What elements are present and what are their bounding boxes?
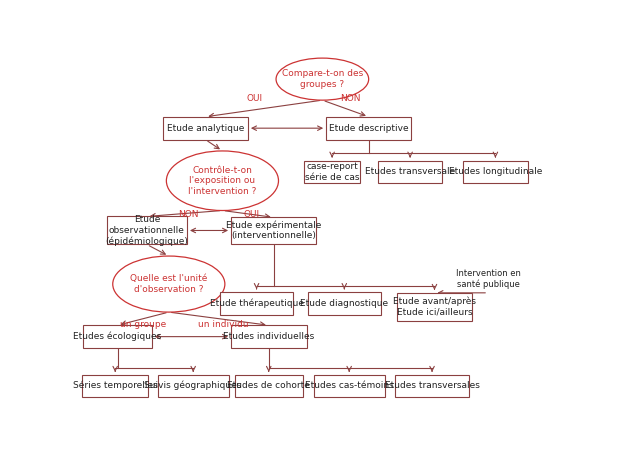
FancyBboxPatch shape bbox=[308, 292, 381, 315]
Text: Etudes transversales: Etudes transversales bbox=[384, 381, 479, 390]
Text: OUI: OUI bbox=[243, 209, 260, 218]
Text: NON: NON bbox=[178, 209, 199, 218]
FancyBboxPatch shape bbox=[158, 375, 228, 397]
Text: Etude thérapeutique: Etude thérapeutique bbox=[209, 298, 304, 308]
Text: OUI: OUI bbox=[246, 94, 262, 103]
Text: Contrôle-t-on
l'exposition ou
l'intervention ?: Contrôle-t-on l'exposition ou l'interven… bbox=[188, 166, 257, 196]
Ellipse shape bbox=[276, 58, 369, 100]
Text: NON: NON bbox=[340, 94, 360, 103]
FancyBboxPatch shape bbox=[231, 217, 316, 243]
FancyBboxPatch shape bbox=[304, 161, 360, 183]
Text: Etude diagnostique: Etude diagnostique bbox=[300, 299, 388, 308]
FancyBboxPatch shape bbox=[231, 325, 306, 348]
Text: Etude analytique: Etude analytique bbox=[167, 124, 244, 133]
FancyBboxPatch shape bbox=[396, 375, 469, 397]
Ellipse shape bbox=[113, 256, 225, 312]
Text: case-report
série de cas: case-report série de cas bbox=[305, 162, 359, 182]
Text: Etude descriptive: Etude descriptive bbox=[329, 124, 408, 133]
FancyBboxPatch shape bbox=[314, 375, 384, 397]
FancyBboxPatch shape bbox=[84, 325, 152, 348]
Text: Compare-t-on des
groupes ?: Compare-t-on des groupes ? bbox=[282, 70, 363, 89]
Text: Etudes longitudinale: Etudes longitudinale bbox=[448, 167, 542, 177]
FancyBboxPatch shape bbox=[107, 217, 187, 244]
FancyBboxPatch shape bbox=[235, 375, 303, 397]
FancyBboxPatch shape bbox=[82, 375, 148, 397]
Text: Etudes de cohorte: Etudes de cohorte bbox=[227, 381, 310, 390]
FancyBboxPatch shape bbox=[379, 161, 442, 183]
FancyBboxPatch shape bbox=[462, 161, 528, 183]
Text: Etude avant/après
Etude ici/ailleurs: Etude avant/après Etude ici/ailleurs bbox=[393, 297, 476, 317]
Text: Etudes écologiques: Etudes écologiques bbox=[74, 332, 162, 341]
Text: Etude
observationnelle
(épidémiologique): Etude observationnelle (épidémiologique) bbox=[106, 215, 188, 246]
Text: Etude expérimentale
(interventionnelle): Etude expérimentale (interventionnelle) bbox=[226, 221, 321, 240]
FancyBboxPatch shape bbox=[163, 117, 248, 140]
Text: Séries temporelles: Séries temporelles bbox=[73, 381, 157, 390]
Text: Suivis géographiques: Suivis géographiques bbox=[145, 381, 242, 390]
Text: Etudes cas-témoins: Etudes cas-témoins bbox=[305, 381, 394, 390]
Ellipse shape bbox=[166, 151, 279, 211]
Text: un individu: un individu bbox=[198, 320, 249, 329]
Text: Etudes transversale: Etudes transversale bbox=[365, 167, 455, 177]
Text: Quelle est l'unité
d'observation ?: Quelle est l'unité d'observation ? bbox=[130, 274, 208, 294]
Text: Etudes individuelles: Etudes individuelles bbox=[223, 332, 314, 341]
Text: Intervention en
santé publique: Intervention en santé publique bbox=[455, 269, 521, 289]
Text: un groupe: un groupe bbox=[120, 320, 166, 329]
FancyBboxPatch shape bbox=[326, 117, 411, 140]
FancyBboxPatch shape bbox=[397, 293, 472, 321]
FancyBboxPatch shape bbox=[220, 292, 293, 315]
